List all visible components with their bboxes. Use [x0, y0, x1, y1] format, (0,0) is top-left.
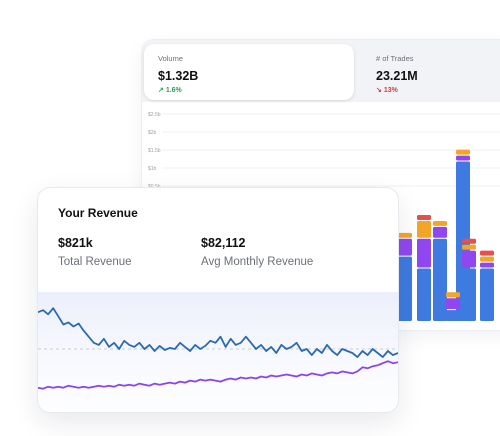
bar-segment: [446, 310, 460, 321]
metric-label: Total Revenue: [58, 256, 132, 268]
bar-segment: [462, 244, 476, 250]
metric-value: $82,112: [201, 236, 246, 250]
y-tick-label: $2b: [148, 130, 157, 136]
metric-value: $821k: [58, 236, 93, 250]
bar-segment: [398, 232, 412, 238]
bar-segment: [456, 155, 470, 161]
revenue-card: Your Revenue $821k Total Revenue $82,112…: [38, 188, 398, 412]
bar-segment: [433, 226, 447, 238]
bar-segment: [480, 268, 494, 321]
revenue-line-chart: [38, 292, 398, 410]
trend-down-icon: ↘: [376, 87, 382, 94]
bar-segment: [398, 238, 412, 256]
bar-segment: [417, 238, 431, 268]
stat-label: Volume: [158, 54, 184, 63]
bar-segment: [417, 268, 431, 321]
bar-segment: [446, 292, 460, 298]
stat-change-value: 13%: [383, 87, 398, 94]
metric-total-revenue: $821k Total Revenue: [58, 236, 132, 268]
bar-segment: [480, 256, 494, 262]
bar-segment: [433, 220, 447, 226]
bar-segment: [462, 238, 476, 244]
metric-label: Avg Monthly Revenue: [201, 256, 314, 268]
y-tick-label: $2.5b: [148, 112, 161, 118]
revenue-line: [38, 307, 398, 358]
stat-value: 23.21M: [376, 69, 418, 83]
bar-segment: [480, 250, 494, 256]
card-title: Your Revenue: [58, 206, 138, 220]
bar-segment: [456, 149, 470, 155]
bar-segment: [417, 215, 431, 220]
stat-change: ↘ 13%: [376, 86, 500, 94]
volume-bar-chart: $2.5b $2b $1.5b $1b $0.5b: [148, 112, 500, 321]
bar-segment: [462, 268, 476, 321]
bar-segment: [417, 220, 431, 238]
metric-avg-monthly-revenue: $82,112 Avg Monthly Revenue: [201, 236, 313, 268]
bar-segment: [398, 256, 412, 321]
chart-background: [38, 292, 398, 410]
average-line: [38, 360, 398, 390]
stat-change: ↗ 1.6%: [158, 86, 340, 94]
y-tick-label: $0.5b: [148, 184, 161, 190]
bar-segment: [462, 250, 476, 268]
bar-segment: [446, 298, 460, 310]
trend-up-icon: ↗: [158, 87, 164, 94]
stat-label: # of Trades: [376, 54, 414, 63]
stat-value: $1.32B: [158, 69, 199, 83]
stat-card-trades[interactable]: # of Trades 23.21M ↘ 13%: [362, 44, 500, 100]
stats-bar: Volume $1.32B ↗ 1.6% # of Trades 23.21M …: [142, 40, 500, 102]
bar-segment: [480, 262, 494, 268]
y-tick-label: $1b: [148, 166, 157, 172]
y-tick-label: $1.5b: [148, 148, 161, 154]
stat-change-value: 1.6%: [165, 87, 182, 94]
stat-card-volume[interactable]: Volume $1.32B ↗ 1.6%: [144, 44, 354, 100]
bar-segment: [433, 238, 447, 321]
